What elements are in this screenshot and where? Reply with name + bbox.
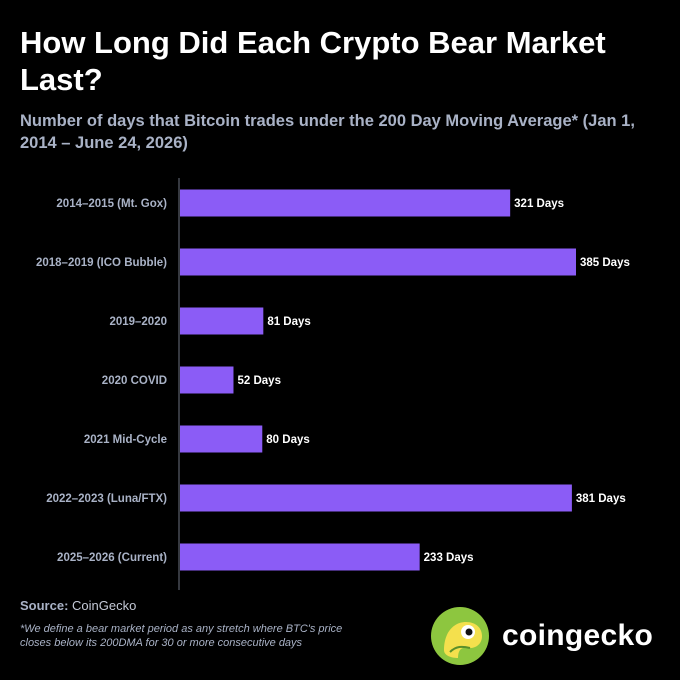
data-label: 321 Days bbox=[514, 198, 564, 210]
chart-title: How Long Did Each Crypto Bear Market Las… bbox=[20, 25, 606, 97]
category-label: 2022–2023 (Luna/FTX) bbox=[46, 493, 167, 505]
category-label: 2021 Mid-Cycle bbox=[84, 434, 167, 446]
bar-chart: 2014–2015 (Mt. Gox) 321 Days 2018–2019 (IC… bbox=[36, 178, 630, 590]
gecko-logo-icon bbox=[431, 607, 489, 665]
bar bbox=[180, 307, 264, 335]
category-label: 2025–2026 (Current) bbox=[57, 552, 167, 564]
chart-area: 2014–2015 (Mt. Gox) 321 Days 2018–2019 (IC… bbox=[0, 178, 680, 590]
coingecko-logo: coingecko bbox=[430, 606, 653, 666]
chart-subtitle: Number of days that Bitcoin trades under… bbox=[20, 112, 635, 152]
data-label: 80 Days bbox=[266, 434, 309, 446]
data-label: 385 Days bbox=[580, 257, 630, 269]
data-label: 52 Days bbox=[237, 375, 280, 387]
source-line: Source: CoinGecko bbox=[20, 598, 136, 613]
bar bbox=[180, 366, 234, 394]
bar bbox=[180, 189, 511, 217]
category-label: 2019–2020 bbox=[109, 316, 167, 328]
bar bbox=[180, 425, 263, 453]
category-label: 2018–2019 (ICO Bubble) bbox=[36, 257, 167, 269]
data-label: 81 Days bbox=[267, 316, 310, 328]
data-label: 233 Days bbox=[424, 552, 474, 564]
source-value: CoinGecko bbox=[72, 598, 137, 613]
category-label: 2014–2015 (Mt. Gox) bbox=[56, 198, 167, 210]
data-label: 381 Days bbox=[576, 493, 626, 505]
bar bbox=[180, 248, 576, 276]
logo-wordmark: coingecko bbox=[502, 619, 654, 652]
source-label: Source: bbox=[20, 598, 69, 613]
bar bbox=[180, 543, 420, 571]
category-label: 2020 COVID bbox=[102, 375, 167, 387]
bar bbox=[180, 484, 572, 512]
footnote: *We define a bear market period as any s… bbox=[20, 623, 343, 649]
